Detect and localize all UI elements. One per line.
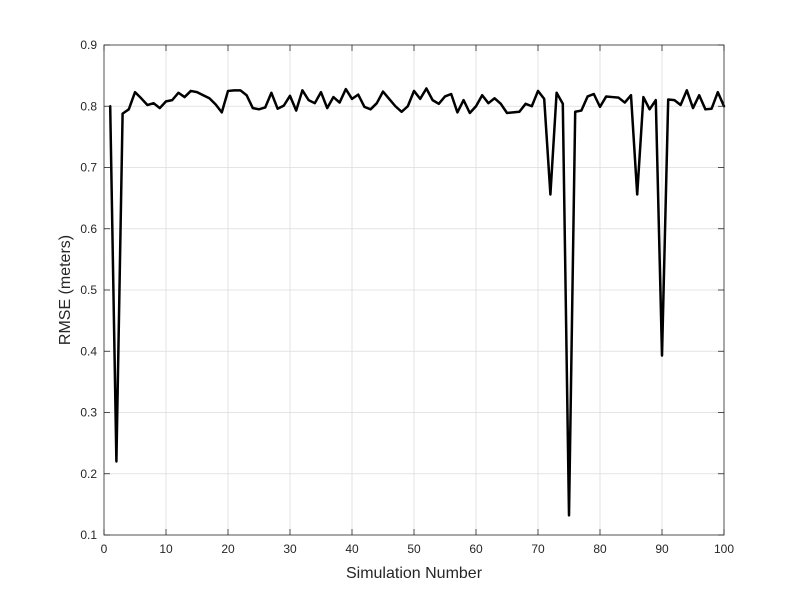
x-tick-label: 80 xyxy=(593,542,607,556)
x-tick-label: 10 xyxy=(159,542,173,556)
x-tick-label: 30 xyxy=(283,542,297,556)
x-tick-label: 40 xyxy=(345,542,359,556)
x-tick-label: 90 xyxy=(655,542,669,556)
y-tick-label: 0.2 xyxy=(80,467,97,481)
rmse-series-line xyxy=(108,87,726,517)
y-tick-label: 0.4 xyxy=(80,344,97,358)
y-tick-label: 0.7 xyxy=(80,161,97,175)
y-tick-label: 0.3 xyxy=(80,406,97,420)
y-tick-label: 0.1 xyxy=(80,528,97,542)
y-tick-label: 0.9 xyxy=(80,38,97,52)
x-tick-label: 20 xyxy=(221,542,235,556)
y-tick-label: 0.6 xyxy=(80,222,97,236)
x-tick-label: 60 xyxy=(469,542,483,556)
series-layer xyxy=(108,87,726,517)
y-tick-label: 0.8 xyxy=(80,99,97,113)
y-tick-label: 0.5 xyxy=(80,283,97,297)
x-axis-ticks: 0 10 20 30 40 50 60 70 80 90 100 xyxy=(101,45,734,556)
y-axis-ticks: 0.1 0.2 0.3 0.4 0.5 0.6 0.7 0.8 0.9 xyxy=(80,38,724,542)
grid xyxy=(104,45,724,535)
x-axis-label: Simulation Number xyxy=(346,565,483,582)
y-axis-label: RMSE (meters) xyxy=(57,235,74,345)
x-tick-label: 70 xyxy=(531,542,545,556)
x-tick-label: 0 xyxy=(101,542,108,556)
x-tick-label: 100 xyxy=(714,542,734,556)
x-tick-label: 50 xyxy=(407,542,421,556)
